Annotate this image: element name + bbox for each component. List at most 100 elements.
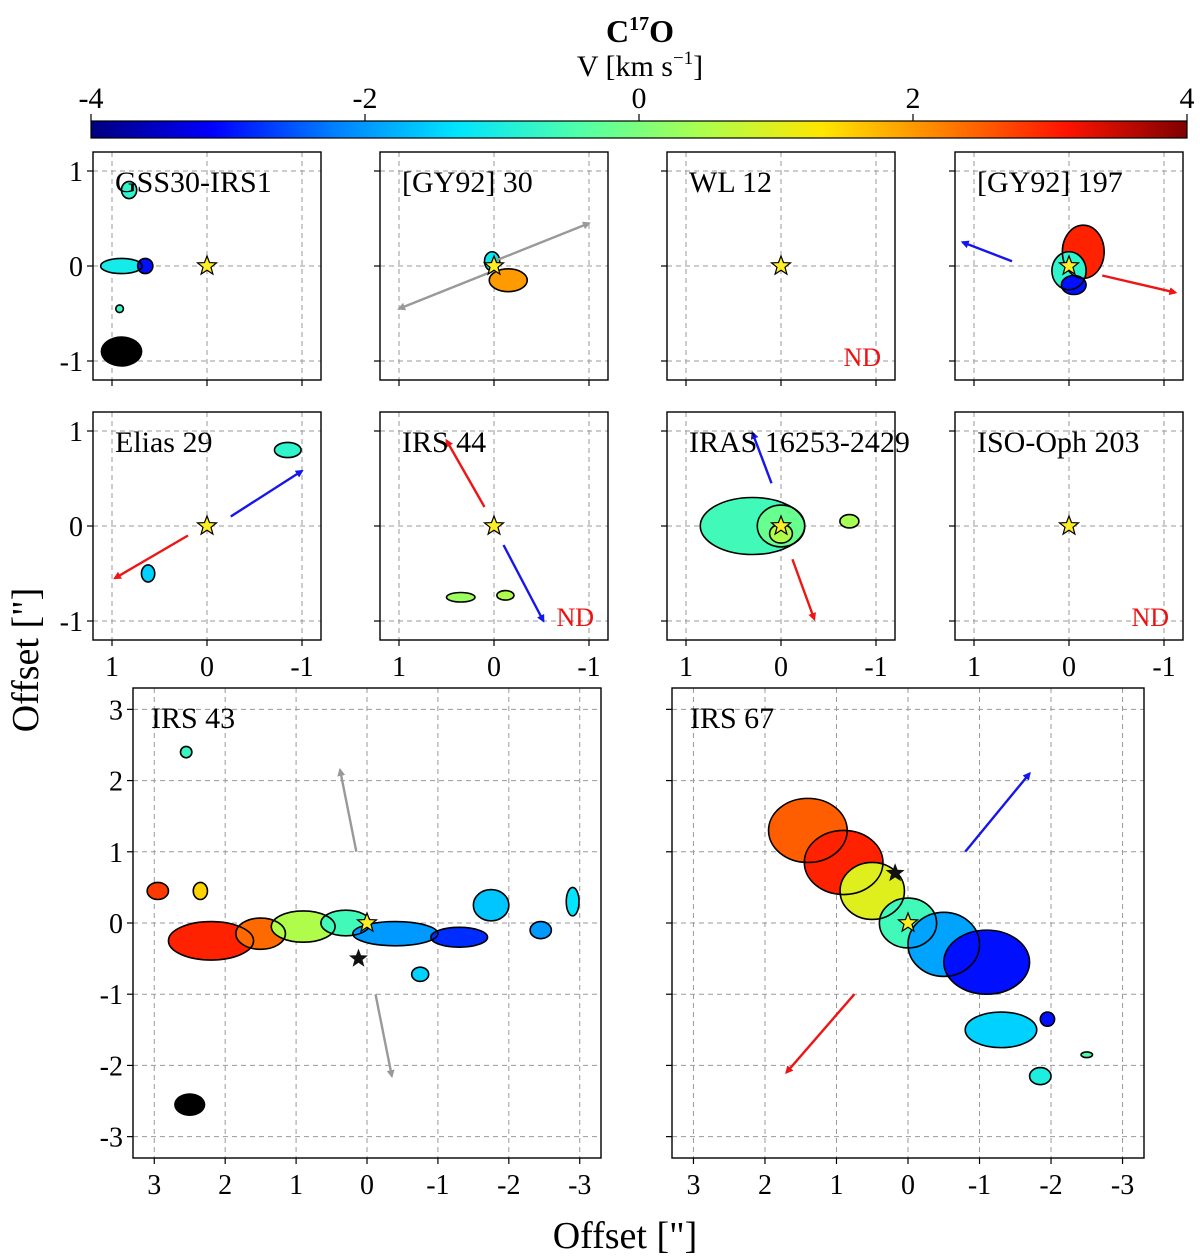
x-tick-label: 2 bbox=[218, 1170, 232, 1201]
panel-plot-area bbox=[667, 412, 895, 640]
emission-blob bbox=[530, 921, 552, 939]
panel-title: GSS30-IRS1 bbox=[115, 166, 272, 199]
emission-blob bbox=[965, 1012, 1037, 1048]
panel: IRS 43 3 2 1 0 -1 -2 -3 3 2 1 0 -1 -2 -3 bbox=[100, 687, 602, 1201]
y-tick-label: 1 bbox=[69, 417, 83, 448]
emission-blob bbox=[100, 258, 143, 274]
protostar-icon bbox=[482, 514, 506, 536]
colorbar-ticks: -4 -2 0 2 4 bbox=[79, 82, 1195, 121]
emission-contour bbox=[964, 1011, 1038, 1049]
non-detection-label: ND bbox=[1131, 603, 1169, 632]
x-tick-label: -3 bbox=[568, 1170, 591, 1201]
protostar-icon bbox=[482, 254, 506, 276]
y-tick-label: 0 bbox=[69, 252, 83, 283]
colorbar bbox=[90, 120, 1188, 139]
emission-contour bbox=[352, 920, 439, 947]
x-tick-label: -1 bbox=[426, 1170, 449, 1201]
emission-blob bbox=[430, 927, 488, 948]
y-tick-label: -1 bbox=[60, 347, 83, 378]
x-axis-label: Offset ["] bbox=[553, 1215, 698, 1257]
emission-blob bbox=[193, 882, 208, 900]
x-tick-label: 0 bbox=[487, 652, 501, 683]
emission-blob bbox=[446, 592, 475, 602]
panel-title: [GY92] 30 bbox=[402, 166, 533, 199]
panel-plot-area bbox=[955, 152, 1183, 380]
protostar-icon bbox=[195, 254, 219, 276]
outflow-arrow-red bbox=[445, 438, 486, 508]
protostar-icon bbox=[1057, 514, 1081, 536]
emission-contour bbox=[99, 257, 144, 275]
emission-contour bbox=[565, 886, 580, 917]
emission-blob bbox=[769, 524, 793, 544]
emission-blob bbox=[274, 442, 302, 458]
y-tick-label: 3 bbox=[109, 695, 123, 726]
emission-contour bbox=[839, 861, 906, 921]
panel-title: WL 12 bbox=[689, 166, 772, 199]
emission-blob bbox=[566, 887, 580, 916]
emission-blob bbox=[489, 268, 528, 292]
emission-blob bbox=[839, 514, 859, 528]
x-tick-label: 1 bbox=[289, 1170, 303, 1201]
colorbar-tick-label: 2 bbox=[906, 82, 921, 115]
panel: IRAS 16253-2429 1 0 -1 bbox=[661, 411, 910, 683]
outflow-arrow-blue bbox=[964, 771, 1031, 853]
colorbar-tick-label: 0 bbox=[632, 82, 647, 115]
x-tick-label: -2 bbox=[497, 1170, 520, 1201]
panel-plot-area bbox=[380, 152, 608, 380]
emission-blob bbox=[115, 304, 124, 313]
emission-contour bbox=[529, 920, 553, 940]
emission-contour bbox=[167, 920, 255, 961]
emission-contour bbox=[942, 929, 1031, 996]
emission-blob bbox=[141, 564, 155, 583]
x-tick-label: -1 bbox=[290, 652, 313, 683]
emission-blob bbox=[180, 746, 192, 758]
panel: WL 12 ND bbox=[661, 151, 896, 386]
emission-contour bbox=[140, 564, 156, 583]
outflow-arrow-red bbox=[113, 534, 189, 580]
panel: [GY92] 197 bbox=[949, 151, 1184, 386]
emission-contour bbox=[1080, 1051, 1094, 1059]
colorbar-title: C17O bbox=[606, 13, 674, 49]
protostar-icon bbox=[896, 911, 920, 933]
x-tick-label: 1 bbox=[392, 652, 406, 683]
emission-blob bbox=[411, 967, 429, 982]
non-detection-label: ND bbox=[843, 343, 881, 372]
panel: IRS 67 3 2 1 0 -1 -2 -3 bbox=[666, 687, 1145, 1201]
panel-title: [GY92] 197 bbox=[977, 166, 1123, 199]
colorbar-tick-label: -2 bbox=[353, 82, 378, 115]
beam-ellipse bbox=[174, 1093, 206, 1116]
outflow-arrow-blue bbox=[230, 469, 304, 518]
y-tick-label: 2 bbox=[109, 767, 123, 798]
panel-plot-area bbox=[667, 152, 895, 380]
panel-title: IRAS 16253-2429 bbox=[689, 426, 910, 459]
emission-blob bbox=[496, 590, 514, 601]
colorbar-tick-label: 4 bbox=[1180, 82, 1195, 115]
emission-blob bbox=[137, 258, 153, 274]
x-tick-label: -2 bbox=[1039, 1170, 1062, 1201]
panel-plot-area bbox=[93, 412, 321, 640]
emission-blob bbox=[1029, 1067, 1052, 1085]
panel-title: IRS 67 bbox=[690, 702, 774, 735]
outflow-arrow-blue bbox=[502, 544, 545, 623]
emission-contour bbox=[1060, 274, 1087, 296]
outflow-arrow-blue bbox=[960, 240, 1013, 263]
protostar-icon bbox=[1057, 254, 1081, 276]
x-tick-label: -1 bbox=[577, 652, 600, 683]
panel-title: Elias 29 bbox=[115, 426, 213, 459]
x-tick-label: 0 bbox=[774, 652, 788, 683]
emission-contour bbox=[270, 910, 336, 944]
emission-blob bbox=[168, 921, 254, 961]
panel-title: ISO-Oph 203 bbox=[977, 426, 1140, 459]
x-tick-label: 2 bbox=[758, 1170, 772, 1201]
outflow-arrow-grey bbox=[337, 767, 358, 853]
emission-contour bbox=[496, 589, 515, 601]
emission-contour bbox=[445, 591, 476, 603]
outflow-arrow-grey bbox=[397, 267, 500, 311]
x-tick-label: 0 bbox=[1062, 652, 1076, 683]
colorbar-tick-label: -4 bbox=[79, 82, 104, 115]
emission-contour bbox=[120, 180, 138, 200]
x-tick-label: 1 bbox=[967, 652, 981, 683]
outflow-arrow-grey bbox=[488, 221, 591, 265]
emission-blob bbox=[271, 910, 336, 943]
